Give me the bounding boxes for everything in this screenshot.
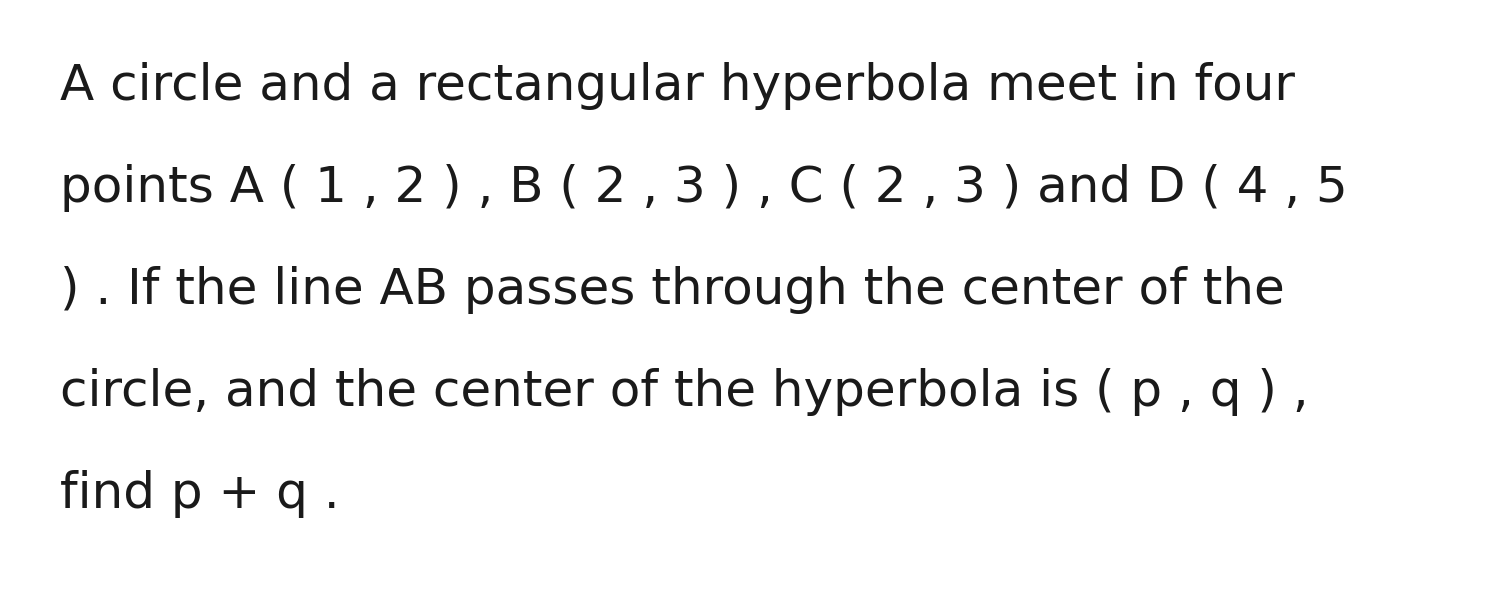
Text: circle, and the center of the hyperbola is ( p , q ) ,: circle, and the center of the hyperbola … [60,368,1308,416]
Text: find p + q .: find p + q . [60,470,339,518]
Text: ) . If the line AB passes through the center of the: ) . If the line AB passes through the ce… [60,266,1284,314]
Text: points A ( 1 , 2 ) , B ( 2 , 3 ) , C ( 2 , 3 ) and D ( 4 , 5: points A ( 1 , 2 ) , B ( 2 , 3 ) , C ( 2… [60,164,1347,212]
Text: A circle and a rectangular hyperbola meet in four: A circle and a rectangular hyperbola mee… [60,62,1294,110]
